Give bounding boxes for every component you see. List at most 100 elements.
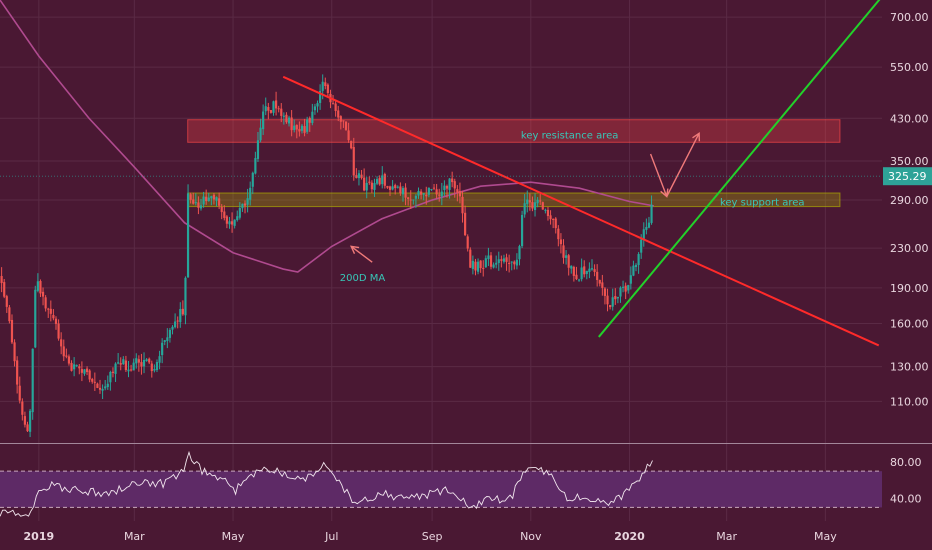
candle-body	[83, 369, 86, 374]
candle	[57, 319, 60, 341]
candle-body	[549, 215, 552, 220]
candle-body	[218, 198, 221, 206]
candle	[337, 105, 340, 122]
candle	[598, 279, 601, 287]
candle	[396, 185, 399, 189]
candle-body	[153, 369, 156, 371]
candle-body	[476, 261, 480, 272]
candle	[500, 255, 503, 268]
candle-body	[80, 369, 83, 373]
candle-body	[445, 185, 449, 189]
candle-body	[347, 130, 350, 141]
y-axis: 700.00 550.00 430.00 350.00 290.00 230.00 190.…	[890, 11, 929, 505]
candle	[386, 185, 389, 189]
ascending-trendline	[598, 0, 881, 338]
candle-body	[383, 174, 386, 186]
candle	[557, 225, 560, 247]
candle	[106, 375, 109, 390]
candle	[104, 379, 107, 391]
candle	[629, 266, 632, 290]
candle	[357, 170, 361, 186]
candle	[85, 366, 89, 376]
candle	[233, 219, 236, 229]
candle-body	[324, 82, 327, 87]
candle-body	[39, 280, 42, 294]
candle	[256, 131, 260, 162]
candle-body	[531, 202, 534, 209]
candle-body	[127, 369, 130, 372]
candle	[471, 255, 474, 275]
candle-body	[70, 362, 73, 371]
candle	[363, 168, 366, 192]
candle-body	[49, 308, 52, 314]
candle-body	[513, 261, 516, 265]
candle-body	[135, 358, 138, 364]
candle-body	[88, 370, 91, 380]
candle-body	[469, 249, 472, 268]
candle	[435, 183, 438, 199]
candle	[616, 296, 619, 304]
candle	[508, 254, 511, 273]
candle-body	[181, 308, 184, 315]
candle	[80, 361, 83, 382]
candle-body	[414, 195, 418, 199]
candle	[502, 254, 506, 264]
candle-body	[642, 229, 645, 240]
candle	[388, 185, 392, 196]
candle-body	[5, 296, 8, 307]
annotation-key-support-area: key support area	[720, 197, 805, 208]
main-gridlines	[0, 0, 932, 521]
candle-body	[36, 281, 39, 291]
candle-body	[479, 260, 482, 269]
candle	[554, 217, 557, 234]
candle-body	[391, 186, 394, 190]
candle-body	[41, 291, 45, 297]
candle-body	[246, 198, 249, 205]
candle	[73, 357, 76, 377]
candle-body	[515, 259, 518, 266]
candle-body	[189, 194, 192, 200]
candle	[308, 116, 311, 132]
candle	[202, 191, 205, 208]
candle	[575, 266, 578, 281]
200D-MA-pointer-arrow	[350, 245, 373, 263]
candle	[334, 99, 337, 117]
candle-body	[451, 178, 454, 183]
candle-body	[163, 340, 166, 342]
candle-body	[399, 186, 402, 194]
candle	[194, 193, 197, 206]
candle-body	[508, 262, 511, 264]
y-tick-110.00: 110.00	[890, 395, 929, 408]
candle	[171, 325, 174, 335]
candle-body	[337, 110, 340, 118]
candle	[298, 121, 301, 137]
breakout-arrow-arrow	[666, 131, 701, 197]
current-price-label: 325.29	[888, 170, 927, 183]
candle-body	[179, 309, 182, 323]
candle-body	[375, 179, 379, 184]
candle	[342, 120, 345, 128]
200D-MA-pointer-arrow-shaft	[350, 245, 373, 263]
candle	[567, 253, 570, 276]
candle-body	[637, 254, 640, 265]
candle	[52, 309, 55, 321]
candle-body	[0, 276, 3, 284]
candle-body	[616, 296, 619, 299]
candle	[150, 360, 153, 378]
candle	[205, 189, 208, 205]
candle-body	[438, 194, 441, 196]
candle-body	[277, 108, 280, 110]
candle-body	[91, 378, 94, 382]
candle-body	[155, 362, 159, 371]
candle	[647, 216, 651, 229]
current-price-tag[interactable]: 325.29	[0, 167, 932, 186]
candle-body	[596, 271, 599, 280]
candle-body	[432, 187, 436, 189]
breakout-arrow-arrow-shaft	[666, 132, 700, 197]
candle	[181, 300, 184, 316]
candle-body	[174, 321, 177, 328]
candle-body	[363, 177, 366, 191]
candle-body	[303, 126, 306, 133]
candle	[373, 178, 376, 197]
candle	[199, 198, 203, 211]
